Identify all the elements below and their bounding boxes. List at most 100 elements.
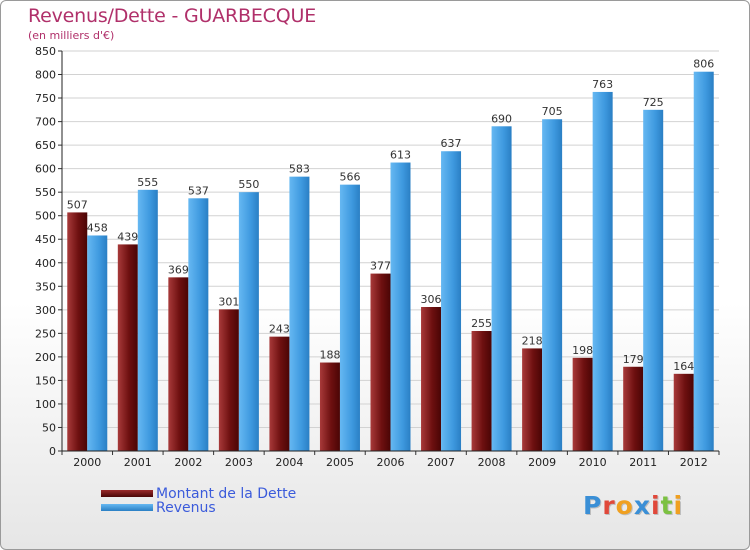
proxiti-logo: Proxiti: [583, 491, 683, 520]
y-tick-label: 400: [35, 257, 56, 270]
bar-debt-2001: [117, 244, 138, 451]
label-debt-2004: 243: [269, 323, 290, 336]
y-tick-label: 50: [42, 421, 56, 434]
label-debt-2000: 507: [67, 198, 88, 211]
x-tick-label-2003: 2003: [225, 456, 253, 469]
label-revenue-2005: 566: [339, 171, 360, 184]
label-debt-2005: 188: [319, 349, 340, 362]
y-tick-label: 150: [35, 374, 56, 387]
label-debt-2012: 164: [673, 360, 694, 373]
y-tick-label: 350: [35, 280, 56, 293]
bar-revenue-2012: [693, 71, 714, 452]
y-tick-label: 700: [35, 116, 56, 129]
bar-revenue-2008: [491, 126, 512, 451]
logo-letter: i: [651, 491, 661, 520]
label-debt-2002: 369: [168, 263, 189, 276]
logo-letter: i: [673, 491, 684, 520]
bar-revenue-2005: [339, 184, 360, 451]
label-revenue-2001: 555: [137, 176, 158, 189]
label-revenue-2003: 550: [238, 178, 259, 191]
label-revenue-2010: 763: [592, 78, 613, 91]
axes: 0 50 100 150 200 250 300 350 400 450 500 550 600 650 7…: [35, 45, 720, 469]
bar-revenue-2001: [137, 189, 158, 451]
chart-subtitle: (en milliers d'€): [28, 29, 115, 42]
bar-revenue-2009: [542, 119, 563, 451]
bar-revenue-2003: [238, 192, 259, 452]
x-tick-label-2009: 2009: [528, 456, 556, 469]
y-tick-label: 850: [35, 45, 56, 58]
y-tick-label: 0: [49, 445, 56, 458]
label-debt-2001: 439: [117, 230, 138, 243]
label-revenue-2011: 725: [643, 96, 664, 109]
label-revenue-2002: 537: [188, 184, 209, 197]
y-tick-label: 200: [35, 351, 56, 364]
legend-swatch-debt: [101, 490, 153, 497]
y-tick-label: 450: [35, 233, 56, 246]
y-tick-label: 650: [35, 139, 56, 152]
label-revenue-2008: 690: [491, 112, 512, 125]
logo-letter: o: [615, 491, 634, 520]
logo-letter: P: [583, 491, 603, 520]
y-tick-label: 300: [35, 304, 56, 317]
x-tick-label-2005: 2005: [326, 456, 354, 469]
x-tick-label-2000: 2000: [73, 456, 101, 469]
label-debt-2006: 377: [370, 260, 391, 273]
legend-label-debt: Montant de la Dette: [156, 486, 297, 502]
bar-debt-2002: [168, 277, 189, 451]
bar-debt-2010: [572, 357, 593, 451]
x-tick-label-2004: 2004: [275, 456, 303, 469]
y-tick-label: 750: [35, 92, 56, 105]
x-tick-label-2008: 2008: [478, 456, 506, 469]
value-labels: 507 458 439 555 369 537 301 550 243 583 188 566 377 6…: [67, 58, 714, 373]
bar-revenue-2004: [289, 176, 310, 451]
bar-revenue-2002: [188, 198, 209, 451]
bar-debt-2008: [471, 331, 492, 451]
bar-debt-2003: [218, 309, 239, 451]
legend-swatch-revenue: [101, 504, 153, 511]
bar-debt-2006: [370, 273, 391, 451]
bar-debt-2007: [421, 307, 442, 451]
y-tick-label: 500: [35, 210, 56, 223]
logo-letter: t: [660, 491, 674, 520]
y-tick-label: 550: [35, 186, 56, 199]
x-tick-label-2002: 2002: [174, 456, 202, 469]
bar-revenue-2007: [441, 151, 462, 451]
label-revenue-2006: 613: [390, 149, 411, 162]
x-tick-label-2012: 2012: [680, 456, 708, 469]
label-debt-2008: 255: [471, 317, 492, 330]
bar-revenue-2010: [592, 91, 613, 452]
y-tick-label: 250: [35, 327, 56, 340]
label-revenue-2009: 705: [542, 105, 563, 118]
x-tick-label-2010: 2010: [579, 456, 607, 469]
y-tick-label: 800: [35, 69, 56, 82]
bars: [67, 71, 714, 452]
x-tick-label-2006: 2006: [377, 456, 405, 469]
label-debt-2011: 179: [623, 353, 644, 366]
y-tick-label: 600: [35, 163, 56, 176]
bar-revenue-2011: [643, 109, 664, 451]
bar-debt-2000: [67, 212, 88, 451]
x-tick-label-2011: 2011: [629, 456, 657, 469]
bar-revenue-2006: [390, 162, 411, 451]
legend-label-revenue: Revenus: [156, 500, 216, 516]
bar-debt-2009: [522, 348, 543, 451]
x-tick-label-2001: 2001: [124, 456, 152, 469]
logo-letter: x: [633, 491, 651, 520]
logo-letter: r: [602, 491, 616, 520]
bar-debt-2004: [269, 336, 290, 451]
label-revenue-2000: 458: [87, 221, 108, 234]
bar-debt-2011: [623, 366, 644, 451]
bar-revenue-2000: [87, 235, 108, 451]
bar-debt-2005: [319, 362, 340, 451]
label-debt-2003: 301: [218, 295, 239, 308]
label-revenue-2007: 637: [441, 137, 462, 150]
label-debt-2007: 306: [421, 293, 442, 306]
bar-debt-2012: [673, 373, 694, 451]
chart-title: Revenus/Dette - GUARBECQUE: [28, 5, 317, 27]
y-tick-label: 100: [35, 398, 56, 411]
label-revenue-2012: 806: [693, 58, 714, 71]
label-debt-2009: 218: [522, 334, 543, 347]
x-tick-label-2007: 2007: [427, 456, 455, 469]
